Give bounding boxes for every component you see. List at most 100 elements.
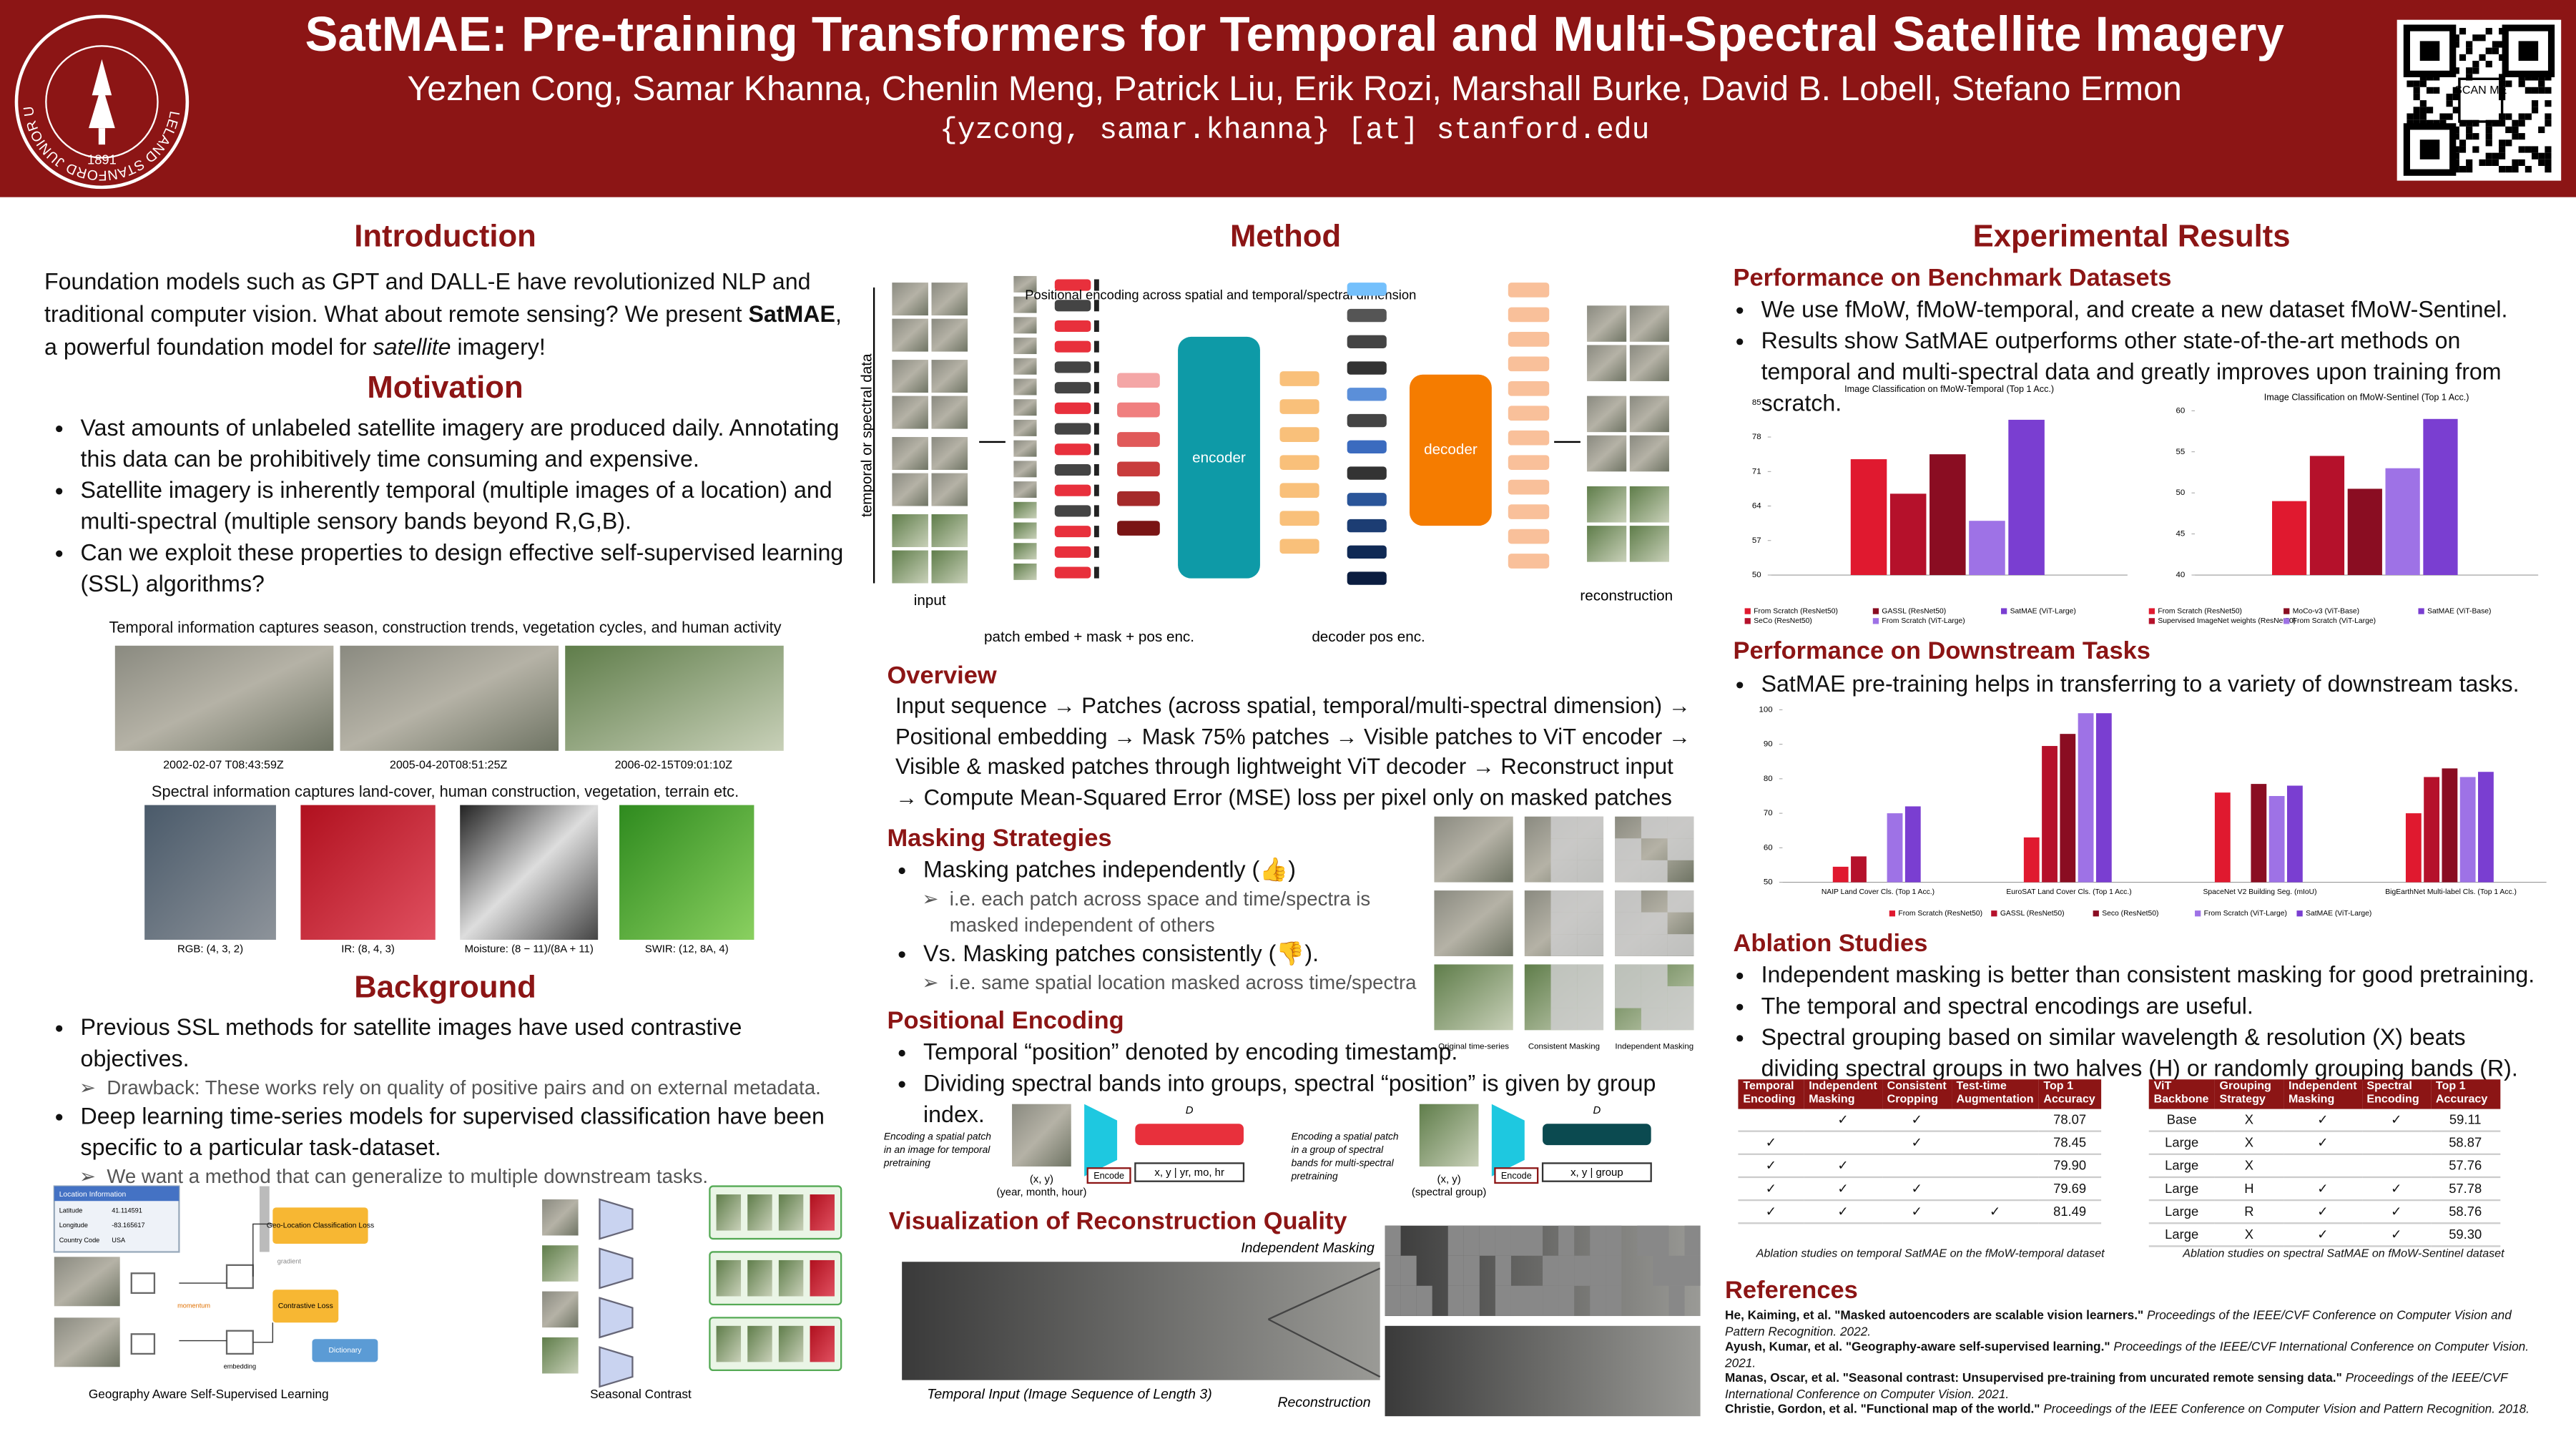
sub-list: i.e. same spatial location masked across… (923, 969, 1430, 996)
table-cell: ✓ (1738, 1200, 1804, 1224)
qr-cell (2452, 166, 2459, 173)
legend-label: GASSL (ResNet50) (1882, 607, 1946, 615)
table-cell: H (2214, 1177, 2284, 1202)
patch (892, 318, 928, 352)
mask-cell (1400, 1285, 1417, 1316)
label: Encode (1093, 1171, 1124, 1181)
qr-cell (2505, 126, 2512, 134)
table-cell (2284, 1154, 2362, 1179)
token (1093, 484, 1099, 496)
table-row: ✓ ✓ 79.90 (1738, 1154, 2101, 1179)
frame (1434, 964, 1513, 1031)
qr-cell (2499, 93, 2506, 101)
y-tick-label: 60 (1764, 843, 1773, 852)
token (1279, 511, 1319, 526)
reference-venue: Proceedings of the IEEE/CVF Internationa… (1725, 1339, 2530, 1370)
token (1508, 479, 1550, 495)
patch (1013, 338, 1037, 355)
y-tick-label: 80 (1764, 775, 1773, 783)
mask-cell (1577, 860, 1604, 883)
qr-cell (2466, 47, 2473, 54)
token (1117, 491, 1160, 506)
qr-cell (2472, 133, 2479, 140)
token (1279, 539, 1319, 554)
section-heading: Experimental Results (1972, 220, 2291, 255)
y-tick-label: 57 (1752, 536, 1761, 545)
token (1279, 399, 1319, 414)
bar (2423, 418, 2458, 576)
reference-authors: He, Kaiming, et al. "Masked autoencoders… (1725, 1307, 2144, 1323)
masking-list: Masking patches independently (👍)i.e. ea… (887, 855, 1429, 996)
token (1093, 340, 1099, 353)
mask-cell (1577, 964, 1604, 987)
patch (1013, 358, 1037, 375)
patch (1587, 526, 1627, 562)
label: input (914, 592, 946, 609)
table-cell: ✓ (2284, 1131, 2362, 1155)
label: x, y | group (1570, 1166, 1623, 1179)
y-tick-label: 50 (1764, 878, 1773, 887)
patch (1013, 317, 1037, 334)
patch (1013, 461, 1037, 478)
intro-text: Foundation models such as GPT and DALL-E… (44, 265, 846, 363)
node (225, 1330, 254, 1355)
mask-cell (1447, 1255, 1464, 1286)
image (747, 1325, 772, 1362)
token (1347, 466, 1387, 480)
positional-list: Temporal “position” denoted by encoding … (887, 1037, 1700, 1131)
qr-cell (2505, 166, 2512, 173)
mask-cell (1590, 1285, 1606, 1316)
result-box (709, 1185, 842, 1240)
qr-cell (2485, 159, 2492, 167)
bar (2268, 795, 2285, 883)
mask-cell (1615, 964, 1641, 987)
label: Moisture: (8 − 11)/(8A + 11) (465, 943, 594, 956)
qr-cell (2545, 146, 2552, 153)
label: momentum (177, 1302, 210, 1310)
qr-cell (2512, 166, 2519, 173)
bar (2347, 488, 2382, 576)
bullet-list: Previous SSL methods for satellite image… (44, 1012, 846, 1189)
label: USA (112, 1237, 126, 1244)
x-tick-label: EuroSAT Land Cover Cls. (Top 1 Acc.) (2006, 888, 2131, 896)
legend-label: From Scratch (ResNet50) (2158, 607, 2242, 615)
patch (1013, 399, 1037, 416)
mask-cell (1577, 986, 1604, 1008)
qr-cell (2499, 166, 2506, 173)
mask-cell (1550, 964, 1578, 987)
qr-cell (2466, 159, 2473, 167)
qr-cell (2518, 119, 2525, 127)
decoder (1409, 374, 1492, 526)
image (54, 1317, 120, 1367)
mask-cell (1577, 890, 1604, 913)
qr-cell (2538, 126, 2545, 134)
bar (1850, 459, 1887, 576)
patch (1629, 526, 1669, 562)
qr-cell (2459, 166, 2467, 173)
token (1347, 545, 1387, 559)
bullet: SatMAE pre-training helps in transferrin… (1761, 669, 2547, 700)
table-row: Large H ✓ ✓ 57.78 (2148, 1177, 2500, 1202)
qr-cell (2518, 159, 2525, 167)
vector-box (1541, 1162, 1652, 1182)
mask-cell (1667, 934, 1694, 956)
patch (892, 514, 928, 547)
qr-cell (2499, 80, 2506, 87)
token (1093, 566, 1099, 579)
label: decoder (1424, 441, 1478, 458)
bar (2405, 813, 2422, 883)
label: encoder (1192, 449, 1246, 466)
token (1347, 413, 1387, 428)
mask-cell (1641, 934, 1668, 956)
bullet-list: Masking patches independently (👍)i.e. ea… (887, 855, 1429, 996)
bar (2078, 713, 2094, 883)
y-tick-label: 50 (1752, 571, 1761, 579)
patch (892, 360, 928, 393)
mask-cell (1637, 1225, 1653, 1256)
patch (931, 360, 968, 393)
qr-cell (2407, 113, 2414, 120)
bar (2095, 713, 2112, 883)
reconstruction-output (1385, 1325, 1701, 1417)
token (1054, 463, 1091, 476)
label: SWIR: (12, 8A, 4) (645, 943, 729, 956)
